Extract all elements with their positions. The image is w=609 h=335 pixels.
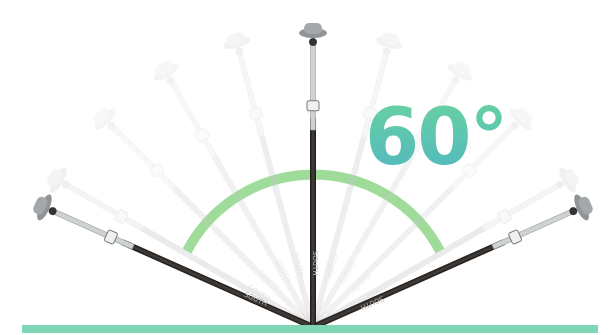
bubble-level-icon [194,128,210,143]
bubble-level-icon [248,106,263,120]
pole-brand-label: SOUTH [258,269,281,292]
gnss-antenna-icon [93,107,116,130]
bubble-level-icon [149,163,165,179]
bubble-level-icon [461,163,477,179]
gnss-antenna-icon [33,194,57,221]
gnss-antenna-icon [375,32,403,56]
gnss-antenna-icon [569,194,593,221]
pole-brand-label: SOUTH [348,272,371,295]
pole-brand-label: SOUTH [311,251,319,276]
bubble-level-icon [363,106,378,120]
survey-pole: SOUTH [310,32,403,328]
gnss-antenna-icon [510,107,533,130]
bubble-level-icon [497,208,512,224]
bubble-level-icon [104,229,118,245]
survey-pole: SOUTH [33,194,315,330]
survey-pole: SOUTH [93,107,316,330]
gnss-antenna-icon [223,32,251,56]
bubble-level-icon [114,208,129,224]
bubble-level-icon [508,229,522,245]
gnss-antenna-icon [153,61,179,85]
survey-pole: SOUTH [310,107,533,330]
gnss-antenna-icon [555,167,579,193]
survey-pole: SOUTH [223,32,316,328]
survey-pole: SOUTH [299,23,327,327]
tilt-angle-label: 60° [365,93,507,183]
bubble-level-icon [416,128,432,143]
ground-line [22,325,598,333]
gnss-antenna-icon [47,167,71,193]
gnss-antenna-icon [299,23,327,46]
bubble-level-icon [306,100,320,112]
survey-pole: SOUTH [47,167,315,330]
gnss-antenna-icon [447,61,473,85]
